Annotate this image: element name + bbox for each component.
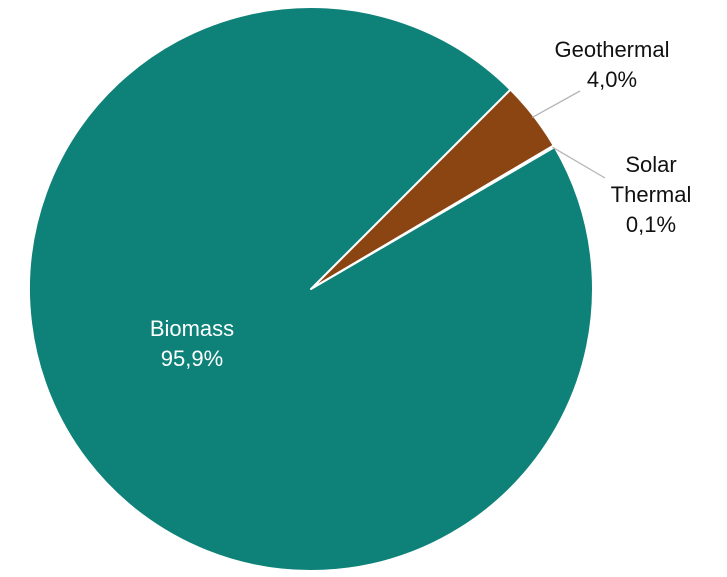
pie-slice-biomass — [28, 6, 594, 572]
leader-lines-layer — [531, 90, 606, 179]
slice-value-label: 4,0% — [587, 67, 637, 92]
slice-name-label: Geothermal — [555, 37, 670, 62]
slice-value-label: 95,9% — [161, 346, 223, 371]
slice-name-label: Biomass — [150, 316, 234, 341]
slice-value-label: 0,1% — [626, 212, 676, 237]
leader-line-solar-thermal — [552, 146, 606, 179]
slice-label-geothermal: Geothermal 4,0% — [555, 37, 670, 92]
slice-label-biomass: Biomass 95,9% — [150, 316, 234, 371]
leader-line-geothermal — [531, 90, 581, 118]
slice-name-label: Solar — [625, 152, 676, 177]
slice-label-solar-thermal: Solar Thermal 0,1% — [611, 152, 692, 237]
labels-layer: Biomass 95,9% Geothermal 4,0% Solar Thermal 0,… — [150, 37, 692, 371]
slices-layer — [28, 6, 594, 572]
slice-name-label: Thermal — [611, 182, 692, 207]
